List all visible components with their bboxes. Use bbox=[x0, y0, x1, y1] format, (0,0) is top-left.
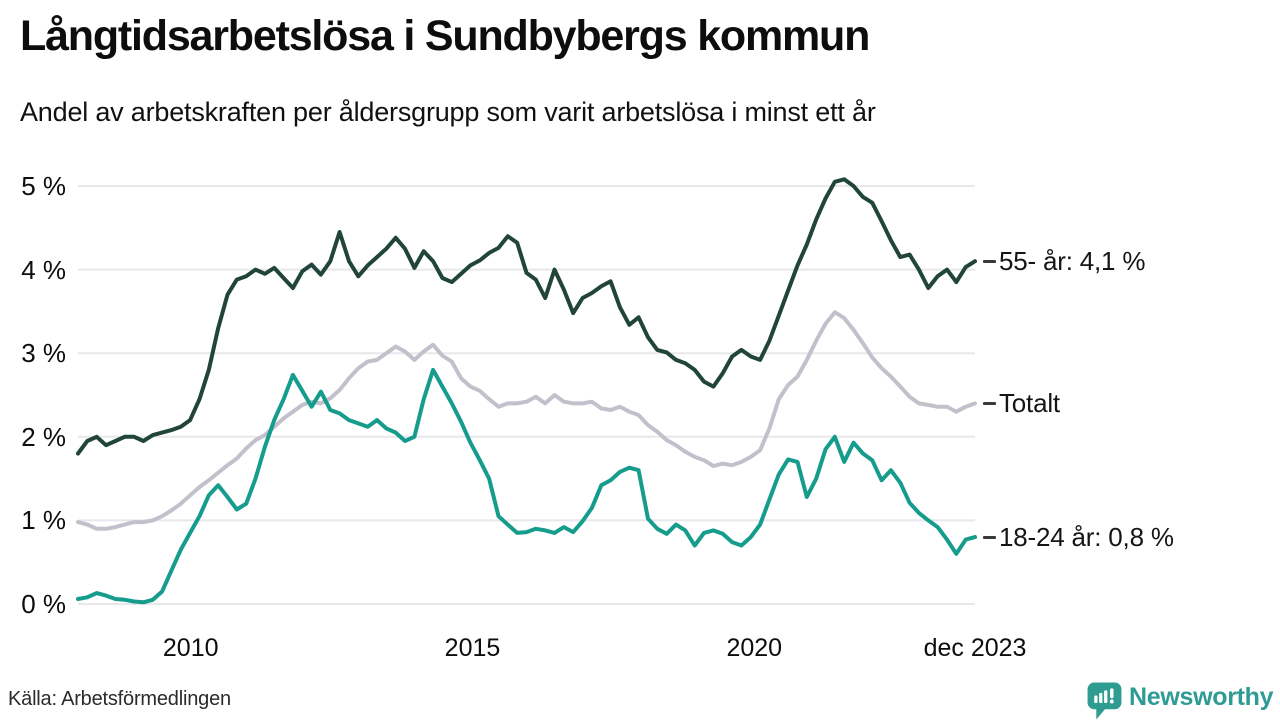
series-label-connector bbox=[983, 535, 996, 539]
series-line-55-r bbox=[76, 177, 977, 456]
series-label-connector bbox=[983, 401, 996, 405]
y-axis-tick-label: 1 % bbox=[21, 505, 66, 536]
page-title: Långtidsarbetslösa i Sundbybergs kommun bbox=[20, 12, 870, 60]
series-label-connector bbox=[983, 259, 996, 263]
series-end-label: Totalt bbox=[999, 388, 1060, 419]
x-axis-tick-label: 2015 bbox=[444, 634, 501, 662]
series-end-label: 55- år: 4,1 % bbox=[999, 246, 1146, 277]
page-subtitle: Andel av arbetskraften per åldersgrupp s… bbox=[20, 97, 876, 127]
x-axis-tick-label: 2010 bbox=[162, 634, 219, 662]
y-axis-tick-label: 0 % bbox=[21, 589, 66, 619]
y-axis-tick-label: 4 % bbox=[21, 254, 66, 285]
series-end-label: 18-24 år: 0,8 % bbox=[999, 522, 1174, 553]
y-axis-tick-label: 5 % bbox=[21, 171, 66, 201]
y-axis-tick-label: 3 % bbox=[21, 338, 66, 369]
source-note: Källa: Arbetsförmedlingen bbox=[8, 688, 231, 710]
x-axis-tick-label: 2020 bbox=[726, 634, 783, 662]
newsworthy-logo: Newsworthy bbox=[1087, 682, 1274, 720]
newsworthy-wordmark: Newsworthy bbox=[1129, 683, 1274, 711]
series-line-18-24-r bbox=[76, 367, 977, 605]
series-line-Totalt bbox=[76, 310, 977, 531]
x-axis-tick-label: dec 2023 bbox=[923, 634, 1027, 662]
y-axis-tick-label: 2 % bbox=[21, 421, 66, 452]
newsworthy-bubble-chart-icon bbox=[1087, 682, 1122, 720]
